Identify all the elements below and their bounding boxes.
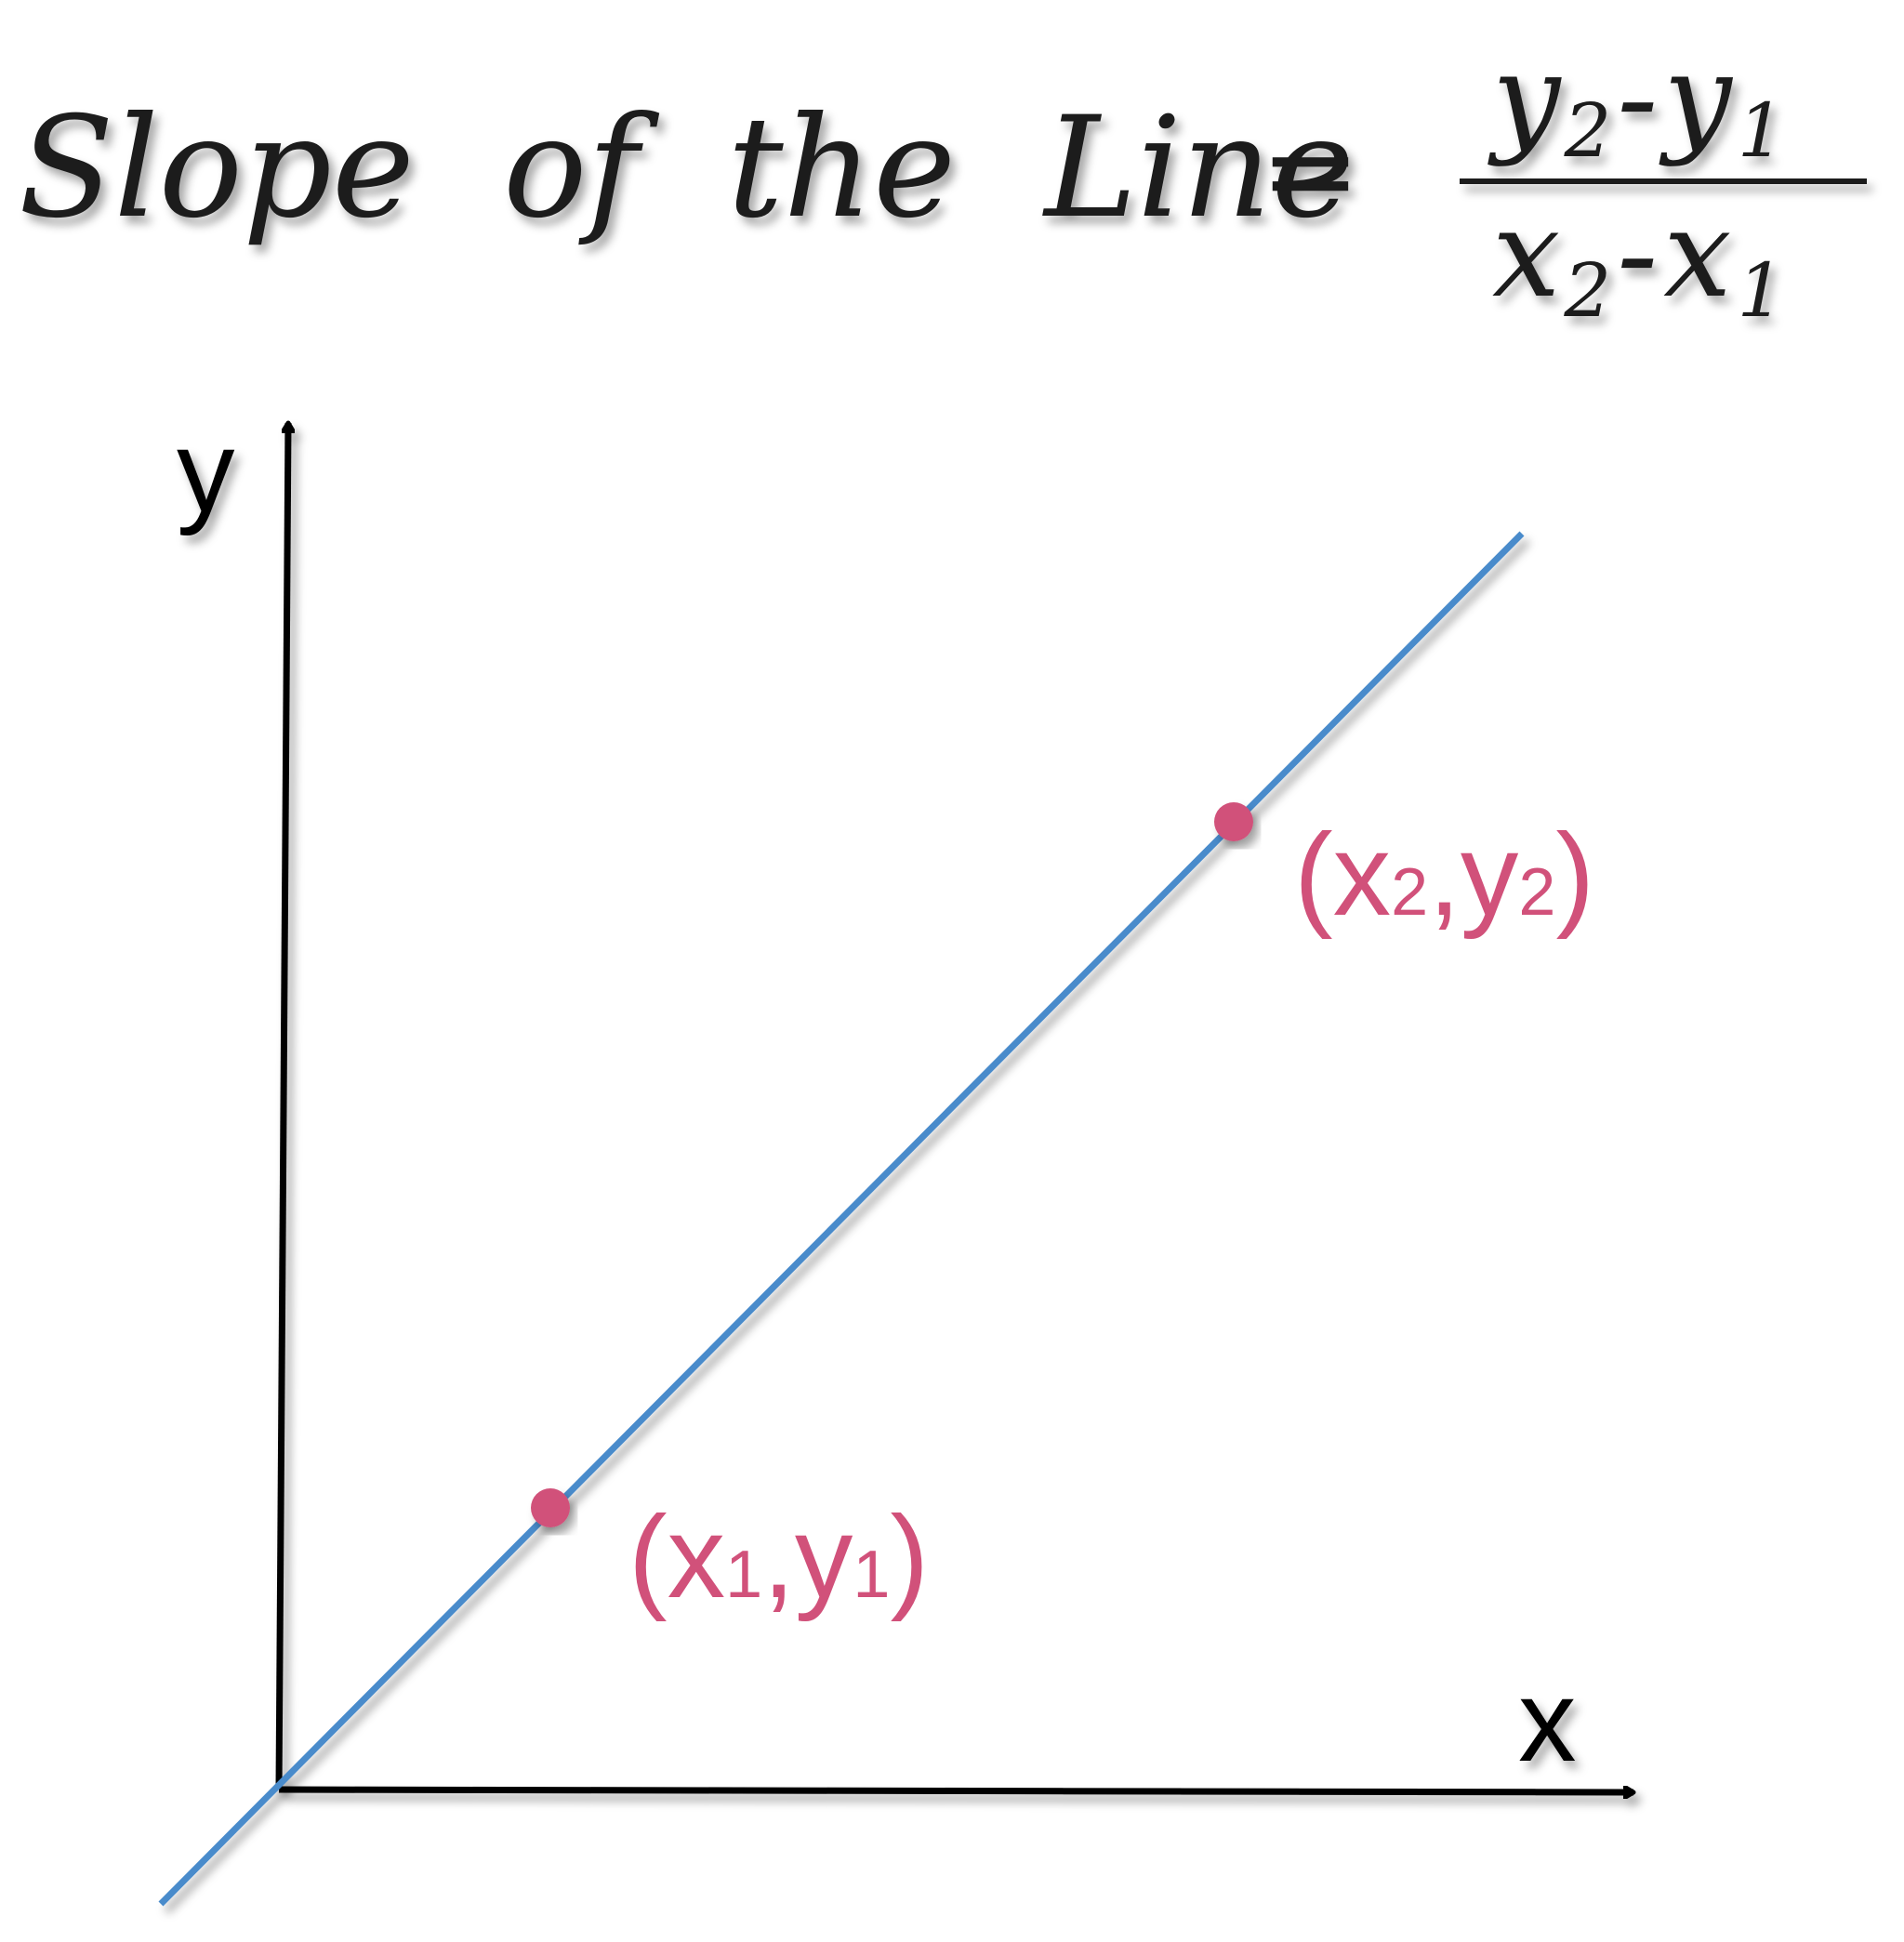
formula-equals: =: [1260, 99, 1361, 241]
point-1-sub-x: 1: [725, 1538, 762, 1612]
point-1-comma: ,: [762, 1493, 795, 1622]
point-2-marker: [1214, 802, 1253, 841]
point-2-comma: ,: [1428, 811, 1461, 940]
numerator-sub-a: 2: [1563, 87, 1611, 174]
point-2-label: (x2,y2): [1294, 811, 1594, 940]
denominator-var-a: x: [1492, 183, 1560, 324]
point-1-var-x: x: [668, 1493, 726, 1622]
point-2-open: (: [1294, 811, 1333, 940]
y-axis-label: y: [177, 407, 235, 536]
denominator-minus: -: [1617, 183, 1658, 324]
denominator-sub-b: 1: [1738, 247, 1785, 334]
formula-numerator: y2-y1: [1488, 27, 1785, 174]
point-1-sub-y: 1: [853, 1538, 890, 1612]
slope-line-group: [158, 531, 1525, 1907]
point-1-label: (x1,y1): [628, 1493, 929, 1622]
numerator-minus: -: [1617, 27, 1658, 168]
denominator-sub-a: 2: [1563, 247, 1611, 334]
denominator-var-b: x: [1663, 183, 1731, 324]
point-2-sub-y: 2: [1518, 855, 1555, 930]
slope-formula: Slope of the Line = y2-y1 x2-x1: [19, 27, 1867, 334]
x-axis: [278, 1790, 1633, 1792]
point-2-close: ): [1555, 811, 1594, 940]
point-1-close: ): [890, 1493, 929, 1622]
numerator-sub-b: 1: [1738, 87, 1785, 174]
y-axis: [275, 423, 288, 1790]
point-2-var-y: y: [1461, 811, 1519, 940]
point-1-open: (: [628, 1493, 668, 1622]
point-2-sub-x: 2: [1391, 855, 1428, 930]
point-2: (x2,y2): [1214, 802, 1594, 940]
point-1: (x1,y1): [531, 1488, 929, 1622]
point-2-var-x: x: [1333, 811, 1392, 940]
svg-text:x2-x1: x2-x1: [1492, 183, 1784, 334]
formula-lhs: Slope of the Line: [19, 87, 1354, 249]
axes: y x: [177, 407, 1633, 1792]
formula-denominator: x2-x1: [1492, 183, 1784, 334]
slope-line: [158, 531, 1525, 1907]
svg-text:y2-y1: y2-y1: [1488, 27, 1785, 174]
point-1-marker: [531, 1488, 570, 1527]
numerator-var-b: y: [1659, 27, 1733, 168]
x-axis-label: x: [1518, 1657, 1577, 1786]
numerator-var-a: y: [1488, 27, 1562, 168]
point-1-var-y: y: [795, 1493, 853, 1622]
